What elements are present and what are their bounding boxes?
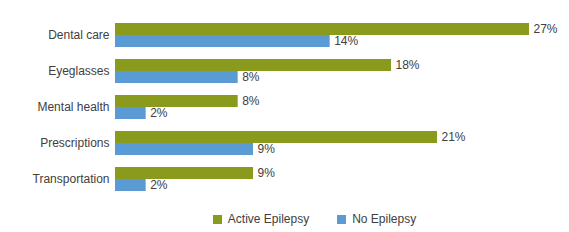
svg-text:Transportation: Transportation — [33, 172, 110, 186]
svg-text:18%: 18% — [396, 58, 420, 72]
svg-text:27%: 27% — [534, 22, 558, 36]
svg-text:14%: 14% — [334, 34, 358, 48]
svg-text:Dental care: Dental care — [48, 28, 110, 42]
svg-text:8%: 8% — [242, 94, 260, 108]
svg-text:9%: 9% — [258, 142, 276, 156]
svg-text:2%: 2% — [150, 178, 168, 192]
svg-text:9%: 9% — [258, 166, 276, 180]
svg-text:Mental health: Mental health — [37, 100, 109, 114]
html-text:No Epilepsy: No Epilepsy — [352, 212, 417, 226]
svg-text:21%: 21% — [442, 130, 466, 144]
svg-text:2%: 2% — [150, 106, 168, 120]
html-text:Active Epilepsy: Active Epilepsy — [227, 212, 310, 226]
svg-text:Eyeglasses: Eyeglasses — [48, 64, 109, 78]
svg-text:Prescriptions: Prescriptions — [40, 136, 109, 150]
svg-text:8%: 8% — [242, 70, 260, 84]
